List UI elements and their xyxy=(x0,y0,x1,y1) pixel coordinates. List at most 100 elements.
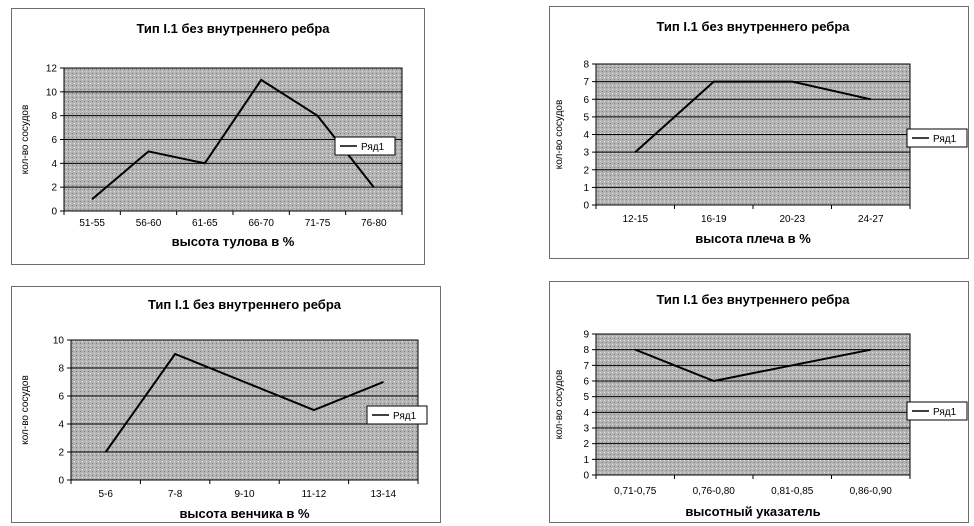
chart-title: Тип I.1 без внутреннего ребра xyxy=(136,21,330,36)
data-point xyxy=(713,380,715,382)
chart-panel-2: Тип I.1 без внутреннего ребра 0 1 2 3 4 5 6 7 8 12… xyxy=(549,6,969,259)
y-tick-label: 6 xyxy=(51,135,57,146)
y-tick-label: 7 xyxy=(583,361,589,372)
y-tick-label: 5 xyxy=(583,392,589,403)
plot-area xyxy=(595,333,911,476)
series-line xyxy=(634,80,872,153)
y-tick-label: 0 xyxy=(583,201,589,212)
y-tick-label: 6 xyxy=(583,95,589,106)
data-point xyxy=(148,150,149,152)
chart-svg-3: Тип I.1 без внутреннего ребра 0 2 4 6 8 10 5-6 7… xyxy=(20,297,428,521)
data-point xyxy=(105,451,107,453)
y-tick-label: 2 xyxy=(583,439,589,450)
legend-box xyxy=(334,136,396,156)
legend-label: Ряд1 xyxy=(933,134,957,145)
x-tick-label: 51-55 xyxy=(79,218,105,229)
x-tick-label: 9-10 xyxy=(234,489,254,500)
y-tick-label: 8 xyxy=(583,60,589,71)
series-line xyxy=(634,348,871,383)
y-tick-label: 4 xyxy=(58,420,64,431)
y-tick-label: 8 xyxy=(583,345,589,356)
x-tick-label: 12-15 xyxy=(622,214,648,225)
y-tick-label: 6 xyxy=(583,377,589,388)
data-point xyxy=(244,381,245,383)
legend-box xyxy=(366,405,428,425)
data-point xyxy=(174,353,176,355)
y-tick-label: 0 xyxy=(51,207,57,218)
legend-label: Ряд1 xyxy=(393,411,417,422)
data-point xyxy=(204,162,206,164)
x-tick-label: 71-75 xyxy=(305,218,331,229)
y-tick-label: 2 xyxy=(583,165,589,176)
x-tick-label: 7-8 xyxy=(168,489,183,500)
y-tick-label: 2 xyxy=(58,448,64,459)
series-line xyxy=(91,78,375,200)
y-tick-label: 9 xyxy=(583,330,589,341)
legend-label: Ряд1 xyxy=(933,407,957,418)
x-tick-label: 13-14 xyxy=(371,489,397,500)
plot-area xyxy=(70,339,419,481)
data-point xyxy=(870,98,872,100)
y-tick-label: 3 xyxy=(583,424,589,435)
x-tick-label: 0,71-0,75 xyxy=(614,486,657,497)
y-tick-label: 2 xyxy=(51,183,57,194)
data-point xyxy=(634,151,636,153)
x-tick-label: 5-6 xyxy=(98,489,113,500)
data-point xyxy=(791,364,793,366)
y-tick-label: 10 xyxy=(53,336,65,347)
data-point xyxy=(260,79,262,81)
chart-panel-3: Тип I.1 без внутреннего ребра 0 2 4 6 8 10 5-6 7… xyxy=(11,286,441,523)
data-point xyxy=(317,115,318,117)
x-tick-label: 11-12 xyxy=(301,489,326,500)
legend: Ряд1 xyxy=(366,405,428,425)
data-point xyxy=(373,186,375,188)
y-tick-label: 1 xyxy=(583,183,589,194)
x-tick-label: 20-23 xyxy=(779,214,805,225)
chart-title: Тип I.1 без внутреннего ребра xyxy=(656,292,850,307)
y-axis-label: кол-во сосудов xyxy=(554,100,565,170)
data-point xyxy=(91,198,93,200)
y-tick-label: 12 xyxy=(46,64,58,75)
y-axis-label: кол-во сосудов xyxy=(20,105,31,175)
y-axis-label: кол-во сосудов xyxy=(20,375,31,445)
y-tick-label: 7 xyxy=(583,77,589,88)
y-tick-label: 4 xyxy=(51,159,57,170)
x-tick-label: 16-19 xyxy=(701,214,727,225)
legend: Ряд1 xyxy=(906,401,968,421)
y-tick-label: 4 xyxy=(583,130,589,141)
x-tick-label: 56-60 xyxy=(136,218,162,229)
x-tick-label: 66-70 xyxy=(248,218,274,229)
x-axis-label: высота плеча в % xyxy=(695,231,811,246)
y-tick-label: 3 xyxy=(583,148,589,159)
data-point xyxy=(313,409,315,411)
chart-panel-4: Тип I.1 без внутреннего ребра 0 1 2 3 4 5 6 7 8 9 0… xyxy=(549,281,969,523)
x-tick-label: 0,76-0,80 xyxy=(693,486,736,497)
x-axis-label: высотный указатель xyxy=(685,504,820,519)
x-tick-label: 0,86-0,90 xyxy=(850,486,893,497)
chart-svg-2: Тип I.1 без внутреннего ребра 0 1 2 3 4 5 6 7 8 12… xyxy=(554,19,968,246)
y-tick-label: 0 xyxy=(58,476,64,487)
y-tick-label: 4 xyxy=(583,408,589,419)
y-axis-label: кол-во сосудов xyxy=(554,370,565,440)
y-tick-label: 0 xyxy=(583,471,589,482)
x-tick-label: 0,81-0,85 xyxy=(771,486,814,497)
data-point xyxy=(791,81,793,83)
x-tick-label: 61-65 xyxy=(192,218,218,229)
data-point xyxy=(870,349,872,351)
legend-label: Ряд1 xyxy=(361,142,385,153)
data-point xyxy=(382,381,384,383)
y-tick-label: 5 xyxy=(583,112,589,123)
chart-svg-4: Тип I.1 без внутреннего ребра 0 1 2 3 4 5 6 7 8 9 0… xyxy=(554,292,968,519)
y-tick-label: 6 xyxy=(58,392,64,403)
chart-svg-1: Тип I.1 без внутреннего ребра 0 2 4 6 8 10 12 51… xyxy=(20,21,403,249)
chart-title: Тип I.1 без внутреннего ребра xyxy=(656,19,850,34)
legend: Ряд1 xyxy=(334,136,396,156)
y-tick-label: 8 xyxy=(58,364,64,375)
legend-box xyxy=(906,401,968,421)
y-tick-label: 10 xyxy=(46,87,58,98)
x-axis-label: высота тулова в % xyxy=(172,234,295,249)
y-tick-label: 1 xyxy=(583,455,589,466)
x-tick-label: 76-80 xyxy=(361,218,387,229)
y-tick-label: 8 xyxy=(51,111,57,122)
data-point xyxy=(713,81,715,83)
